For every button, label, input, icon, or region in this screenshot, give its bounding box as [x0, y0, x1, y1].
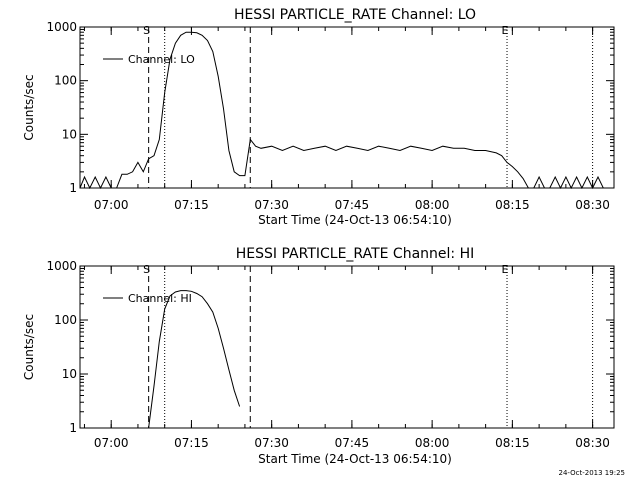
- event-marker-label: E: [502, 263, 509, 276]
- x-tick-label: 08:00: [415, 436, 450, 450]
- y-tick-label: 10: [62, 367, 77, 381]
- chart-title: HESSI PARTICLE_RATE Channel: LO: [234, 7, 476, 23]
- x-tick-label: 08:30: [575, 198, 610, 212]
- y-tick-label: 1000: [46, 20, 77, 34]
- y-tick-label: 1: [69, 421, 77, 435]
- x-axis-label: Start Time (24-Oct-13 06:54:10): [258, 452, 452, 466]
- x-tick-label: 08:00: [415, 198, 450, 212]
- y-tick-label: 100: [54, 74, 77, 88]
- x-tick-label: 07:45: [335, 198, 370, 212]
- legend-label: Channel: LO: [128, 53, 195, 66]
- x-tick-label: 07:45: [335, 436, 370, 450]
- footer-timestamp: 24-Oct-2013 19:25: [559, 469, 625, 477]
- y-axis-label: Counts/sec: [22, 314, 36, 380]
- chart-title: HESSI PARTICLE_RATE Channel: HI: [236, 246, 474, 262]
- plot-hi: HESSI PARTICLE_RATE Channel: HI 1 10 100 100…: [22, 246, 615, 466]
- x-tick-label: 08:15: [495, 436, 530, 450]
- x-axis-label: Start Time (24-Oct-13 06:54:10): [258, 213, 452, 227]
- event-marker-label: S: [143, 263, 150, 276]
- series-line: [148, 290, 241, 429]
- plot-lo: HESSI PARTICLE_RATE Channel: LO 1 10 100 100…: [22, 7, 615, 227]
- x-tick-label: 07:00: [94, 198, 129, 212]
- x-tick-label: 07:15: [174, 198, 209, 212]
- series-line: [79, 31, 609, 190]
- y-axis-label: Counts/sec: [22, 74, 36, 140]
- plot-frame: [79, 265, 615, 429]
- legend-label: Channel: HI: [128, 292, 192, 305]
- event-marker-label: E: [502, 24, 509, 37]
- plot-frame: [79, 26, 615, 189]
- y-tick-label: 1: [69, 181, 77, 195]
- x-tick-label: 07:30: [254, 436, 289, 450]
- y-tick-label: 100: [54, 313, 77, 327]
- y-tick-label: 1000: [46, 259, 77, 273]
- event-marker-label: S: [143, 24, 150, 37]
- x-tick-label: 08:15: [495, 198, 530, 212]
- x-tick-label: 07:00: [94, 436, 129, 450]
- x-tick-label: 08:30: [575, 436, 610, 450]
- y-tick-label: 10: [62, 127, 77, 141]
- x-tick-label: 07:15: [174, 436, 209, 450]
- x-tick-label: 07:30: [254, 198, 289, 212]
